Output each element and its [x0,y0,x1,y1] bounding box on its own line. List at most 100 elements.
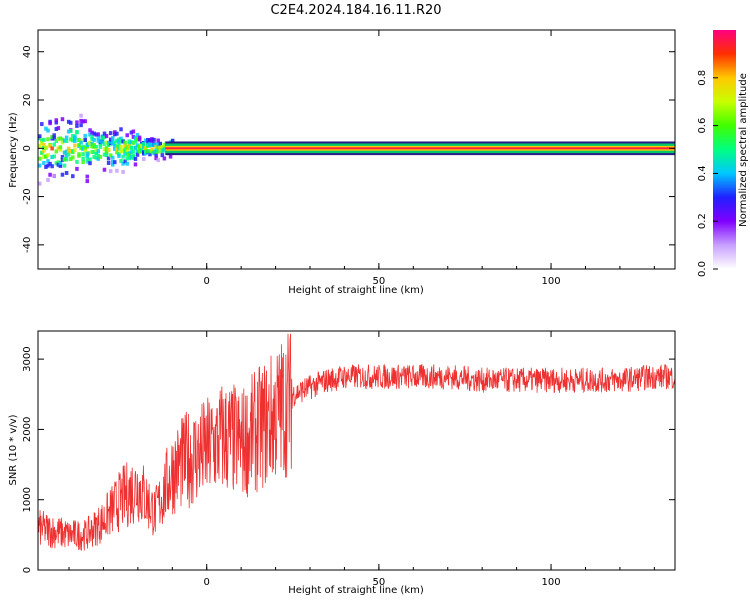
colorbar-tick-label: 0.8 [697,70,708,86]
spectrogram-cell [139,144,144,149]
spectrogram-cell [119,136,123,141]
spectrogram-cell [62,138,67,143]
spectrogram-cell [108,169,113,174]
spectrogram-cell [154,152,158,157]
spectrogram-x-tick-label: 0 [204,276,210,287]
spectrogram-cell [73,135,77,140]
spectrogram-cell [150,147,154,152]
spectrogram-cell [150,142,154,147]
spectrogram-marks [38,113,675,186]
spectrogram-cell [158,145,163,150]
snr-y-tick-label: 3000 [22,346,33,371]
spectrogram-cell [68,128,73,133]
colorbar-gradient [713,30,736,269]
spectrogram-cell [66,129,71,134]
spectrogram-cell [115,168,119,173]
spectrogram-cell [68,157,73,162]
snr-marks [37,333,676,551]
spectrogram-cell [129,150,134,155]
spectrogram-cell [71,148,75,153]
spectrogram-cell [58,160,63,165]
spectrogram-cell [137,137,142,142]
spectrogram-cell [96,156,101,161]
spectrogram-cell [113,132,117,137]
colorbar-label: Normalized spectral amplitude [738,73,749,227]
spectrogram-cell [115,150,119,155]
spectrogram-cell [58,145,63,150]
spectrogram-cell [156,146,160,151]
spectrogram-cell [104,146,109,151]
spectrogram-cell [68,149,73,154]
spectrogram-cell [129,140,134,145]
spectrogram-cell [156,138,160,143]
spectrogram-cell [52,173,56,178]
spectrogram-cell [131,134,136,139]
spectrogram-y-tick-label: 20 [22,94,33,107]
spectrogram-cell [129,154,134,159]
spectrogram-cell [96,149,101,154]
spectrogram-cell [152,151,156,156]
spectrogram-cell [46,177,50,182]
colorbar-ticks: 0.0 0.2 0.4 0.6 0.8 [697,70,718,277]
spectrogram-cell [127,139,132,144]
spectrogram-cell [125,161,129,166]
spectrogram-cell [98,154,103,159]
spectrogram-cell [135,137,140,142]
snr-x-tick-label: 0 [204,577,210,588]
spectrogram-cell [156,142,160,147]
spectrogram-cell [40,122,44,127]
spectrogram-cell [79,123,83,128]
spectrogram-cell [127,144,132,149]
spectrogram-cell [42,142,46,147]
snr-series-line [37,333,676,551]
spectrogram-cell [60,140,65,145]
spectrogram-cell [88,132,92,137]
spectrogram-x-axis-label: Height of straight line (km) [288,285,424,296]
spectrogram-cell [83,133,87,138]
spectrogram-cell [46,128,50,133]
spectrogram-cell [115,138,119,143]
spectrogram-cell [137,146,142,151]
spectrogram-cell [115,147,119,152]
colorbar-tick-label: 0.4 [697,165,708,181]
spectrogram-cell [125,148,129,153]
spectrogram-cell [144,145,148,150]
spectrogram-cell [86,170,90,175]
spectrogram-cell [162,143,167,148]
spectrogram-cell [141,141,146,146]
spectrogram-cell [90,144,94,149]
colorbar: 0.0 0.2 0.4 0.6 0.8 Normalized spectral ampl… [697,30,749,277]
spectrogram-cell [110,159,115,164]
spectrogram-cell [60,157,65,162]
spectrogram-cell [38,136,42,141]
spectrogram-cell [115,131,119,136]
spectrogram-cell [133,139,138,144]
spectrogram-cell [58,163,63,168]
spectrogram-cell [137,149,142,154]
spectrogram-cell [71,155,75,160]
spectrogram-cell [92,137,96,142]
spectrogram-cell [106,160,111,165]
spectrogram-cell [102,141,107,146]
colorbar-tick-label: 0.6 [697,118,708,134]
spectrogram-cell [125,156,129,161]
spectrogram-cell [54,161,59,166]
spectrogram-cell [50,134,54,139]
spectrogram-cell [117,143,121,148]
spectrogram-cell [125,152,129,157]
spectrogram-cell [50,155,54,160]
spectrogram-cell [150,149,154,154]
spectrogram-cell [110,155,115,160]
spectrogram-cell [121,169,125,174]
spectrogram-cell [123,149,127,154]
spectrogram-cell [125,133,129,138]
spectrogram-cell [141,150,146,155]
spectrogram-cell [81,146,85,151]
spectrogram-cell [52,133,56,138]
spectrogram-cell [110,162,115,167]
spectrogram-cell [77,152,81,157]
spectrogram-cell [148,149,152,154]
spectrogram-cell [52,142,56,147]
